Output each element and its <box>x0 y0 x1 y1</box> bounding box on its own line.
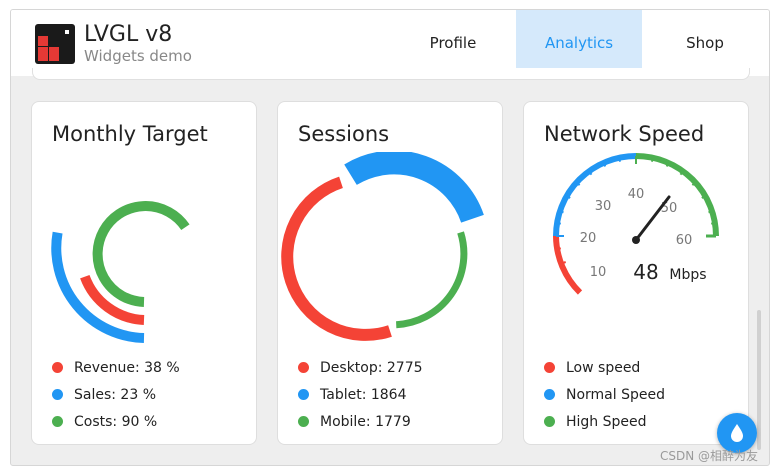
legend-label: Costs: 90 % <box>74 413 158 430</box>
legend-dot-icon <box>52 362 63 373</box>
droplet-icon <box>731 424 743 442</box>
scale-label: 20 <box>580 231 597 246</box>
legend-item: High Speed <box>544 408 665 435</box>
speed-value: 48 <box>633 260 658 284</box>
legend-dot-icon <box>544 416 555 427</box>
legend-dot-icon <box>52 389 63 400</box>
gauge-ticks <box>556 156 716 265</box>
sales-arc <box>51 231 145 343</box>
monthly-target-arcs <box>51 201 190 343</box>
tab-profile-label: Profile <box>429 34 477 52</box>
lvgl-logo-icon <box>35 24 75 64</box>
scale-label: 40 <box>628 187 645 202</box>
tab-shop-label: Shop <box>686 34 724 52</box>
watermark-text: CSDN @相醉为友 <box>660 449 759 463</box>
legend-item: Sales: 23 % <box>52 381 180 408</box>
legend-dot-icon <box>298 362 309 373</box>
gauge-needle <box>634 195 671 242</box>
demo-screen: LVGL v8 Widgets demo Profile Analytics S… <box>10 9 770 466</box>
app-subtitle: Widgets demo <box>84 47 192 65</box>
legend-label: Sales: 23 % <box>74 386 156 403</box>
legend-item: Desktop: 2775 <box>298 354 423 381</box>
legend-item: Tablet: 1864 <box>298 381 423 408</box>
speed-unit: Mbps <box>669 267 706 283</box>
monthly-target-card: Monthly Target Revenue: 38 % Sales: 23 %… <box>31 101 257 445</box>
gauge-high-arc <box>635 153 719 237</box>
legend-label: Desktop: 2775 <box>320 359 423 376</box>
legend-dot-icon <box>544 362 555 373</box>
legend-dot-icon <box>544 389 555 400</box>
sessions-title: Sessions <box>298 122 390 146</box>
tablet-segment <box>344 152 484 223</box>
gauge-low-arc <box>553 235 583 295</box>
speed-gauge: 10 20 30 40 50 60 48 Mbps <box>553 153 719 295</box>
costs-arc <box>92 201 190 307</box>
desktop-segment <box>281 176 392 341</box>
legend-item: Mobile: 1779 <box>298 408 423 435</box>
monthly-target-title: Monthly Target <box>52 122 208 146</box>
sessions-donut <box>281 152 484 341</box>
network-speed-legend: Low speed Normal Speed High Speed <box>544 354 665 435</box>
legend-dot-icon <box>52 416 63 427</box>
scale-label: 60 <box>676 233 693 248</box>
legend-item: Costs: 90 % <box>52 408 180 435</box>
app-title: LVGL v8 <box>84 22 173 47</box>
tab-profile[interactable]: Profile <box>390 10 516 76</box>
gauge-normal-arc <box>553 153 637 237</box>
legend-item: Revenue: 38 % <box>52 354 180 381</box>
vertical-scrollbar[interactable] <box>757 310 761 450</box>
legend-label: High Speed <box>566 413 647 430</box>
tab-analytics-label: Analytics <box>544 34 614 52</box>
legend-label: Revenue: 38 % <box>74 359 180 376</box>
sessions-legend: Desktop: 2775 Tablet: 1864 Mobile: 1779 <box>298 354 423 435</box>
legend-item: Low speed <box>544 354 665 381</box>
needle-pivot <box>632 236 640 244</box>
mobile-segment <box>395 231 468 329</box>
revenue-arc <box>80 274 145 325</box>
previous-panel-edge <box>32 68 750 80</box>
scale-label: 10 <box>590 265 607 280</box>
legend-item: Normal Speed <box>544 381 665 408</box>
network-speed-title: Network Speed <box>544 122 705 146</box>
legend-label: Mobile: 1779 <box>320 413 411 430</box>
tab-shop[interactable]: Shop <box>642 10 768 76</box>
monthly-target-legend: Revenue: 38 % Sales: 23 % Costs: 90 % <box>52 354 180 435</box>
legend-dot-icon <box>298 416 309 427</box>
scale-label: 30 <box>595 199 612 214</box>
sessions-card: Sessions Desktop: 2775 Tablet: 1864 Mobi… <box>277 101 503 445</box>
network-speed-card: Network Speed <box>523 101 749 445</box>
legend-dot-icon <box>298 389 309 400</box>
header-bar: LVGL v8 Widgets demo Profile Analytics S… <box>11 10 769 76</box>
theme-color-button[interactable] <box>717 413 757 453</box>
tab-analytics[interactable]: Analytics <box>516 10 642 76</box>
legend-label: Low speed <box>566 359 641 376</box>
legend-label: Normal Speed <box>566 386 665 403</box>
legend-label: Tablet: 1864 <box>320 386 407 403</box>
